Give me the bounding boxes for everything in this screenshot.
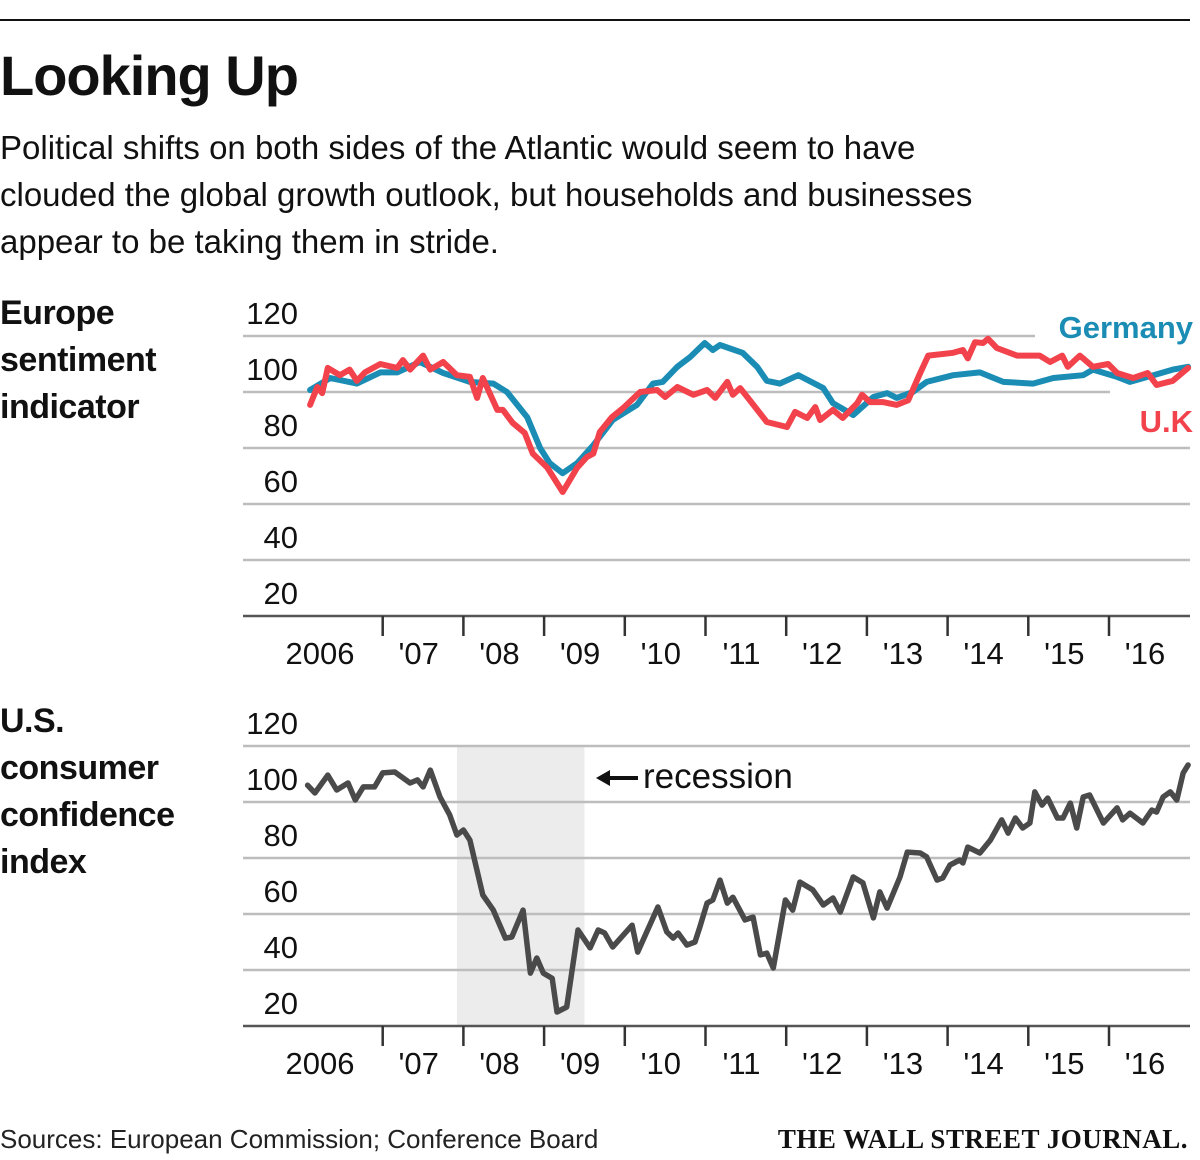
- x-tick-label: '15: [1044, 636, 1084, 671]
- x-tick-label: 2006: [286, 636, 355, 671]
- y-tick-label: 40: [264, 520, 298, 555]
- y-tick-label: 120: [246, 706, 298, 741]
- y-tick-label: 20: [264, 576, 298, 611]
- x-tick-label: '08: [479, 1046, 519, 1081]
- panel-title-line: confidence: [0, 796, 175, 834]
- y-tick-label: 100: [246, 352, 298, 387]
- us-panel-title: U.S. consumer confidence index: [0, 698, 175, 886]
- panel-title-line: index: [0, 843, 87, 881]
- x-tick-label: '13: [883, 636, 923, 671]
- panel-title-line: Europe: [0, 294, 115, 332]
- arrow-left-icon: [596, 770, 638, 786]
- x-tick-label: '14: [963, 636, 1003, 671]
- panel-title-line: consumer: [0, 749, 159, 787]
- subtitle-line: clouded the global growth outlook, but h…: [0, 176, 973, 213]
- series-line-germany: [307, 340, 1192, 477]
- chart-title: Looking Up: [0, 44, 299, 107]
- x-tick-label: '13: [883, 1046, 923, 1081]
- y-tick-label: 120: [246, 296, 298, 331]
- x-tick-label: '14: [963, 1046, 1003, 1081]
- x-tick-label: '15: [1044, 1046, 1084, 1081]
- x-tick-label: '12: [802, 1046, 842, 1081]
- x-tick-label: '11: [722, 1046, 760, 1081]
- y-tick-label: 80: [264, 408, 298, 443]
- legend-label-uk: U.K: [1140, 404, 1194, 439]
- y-tick-label: 80: [264, 818, 298, 853]
- legend-label-germany: Germany: [1059, 310, 1194, 345]
- recession-shade: [456, 746, 585, 1026]
- subtitle-line: appear to be taking them in stride.: [0, 223, 499, 260]
- x-tick-label: '07: [398, 1046, 438, 1081]
- panel-title-line: U.S.: [0, 702, 65, 740]
- x-tick-label: '09: [560, 1046, 600, 1081]
- x-tick-label: '09: [560, 636, 600, 671]
- y-tick-label: 100: [246, 762, 298, 797]
- x-tick-label: '08: [479, 636, 519, 671]
- x-tick-label: '12: [802, 636, 842, 671]
- europe-panel-title: Europe sentiment indicator: [0, 290, 157, 431]
- x-tick-label: 2006: [286, 1046, 355, 1081]
- chart-subtitle: Political shifts on both sides of the At…: [0, 124, 972, 265]
- x-tick-label: '07: [398, 636, 438, 671]
- y-tick-label: 60: [264, 874, 298, 909]
- series-line-u-s-consumer-confidence: [304, 762, 1191, 1015]
- y-tick-label: 60: [264, 464, 298, 499]
- publisher-logo: THE WALL STREET JOURNAL.: [777, 1124, 1188, 1154]
- sources-note: Sources: European Commission; Conference…: [0, 1124, 599, 1154]
- series-line-u-k: [307, 335, 1192, 495]
- x-tick-label: '11: [722, 636, 760, 671]
- panel-title-line: sentiment: [0, 341, 157, 379]
- x-tick-label: '16: [1125, 636, 1165, 671]
- y-tick-label: 40: [264, 930, 298, 965]
- panel-title-line: indicator: [0, 388, 140, 426]
- x-tick-label: '10: [641, 1046, 681, 1081]
- subtitle-line: Political shifts on both sides of the At…: [0, 129, 916, 166]
- y-tick-label: 20: [264, 986, 298, 1021]
- top-rule: [0, 19, 1190, 21]
- x-tick-label: '16: [1125, 1046, 1165, 1081]
- x-tick-label: '10: [641, 636, 681, 671]
- recession-annotation: recession: [643, 757, 793, 796]
